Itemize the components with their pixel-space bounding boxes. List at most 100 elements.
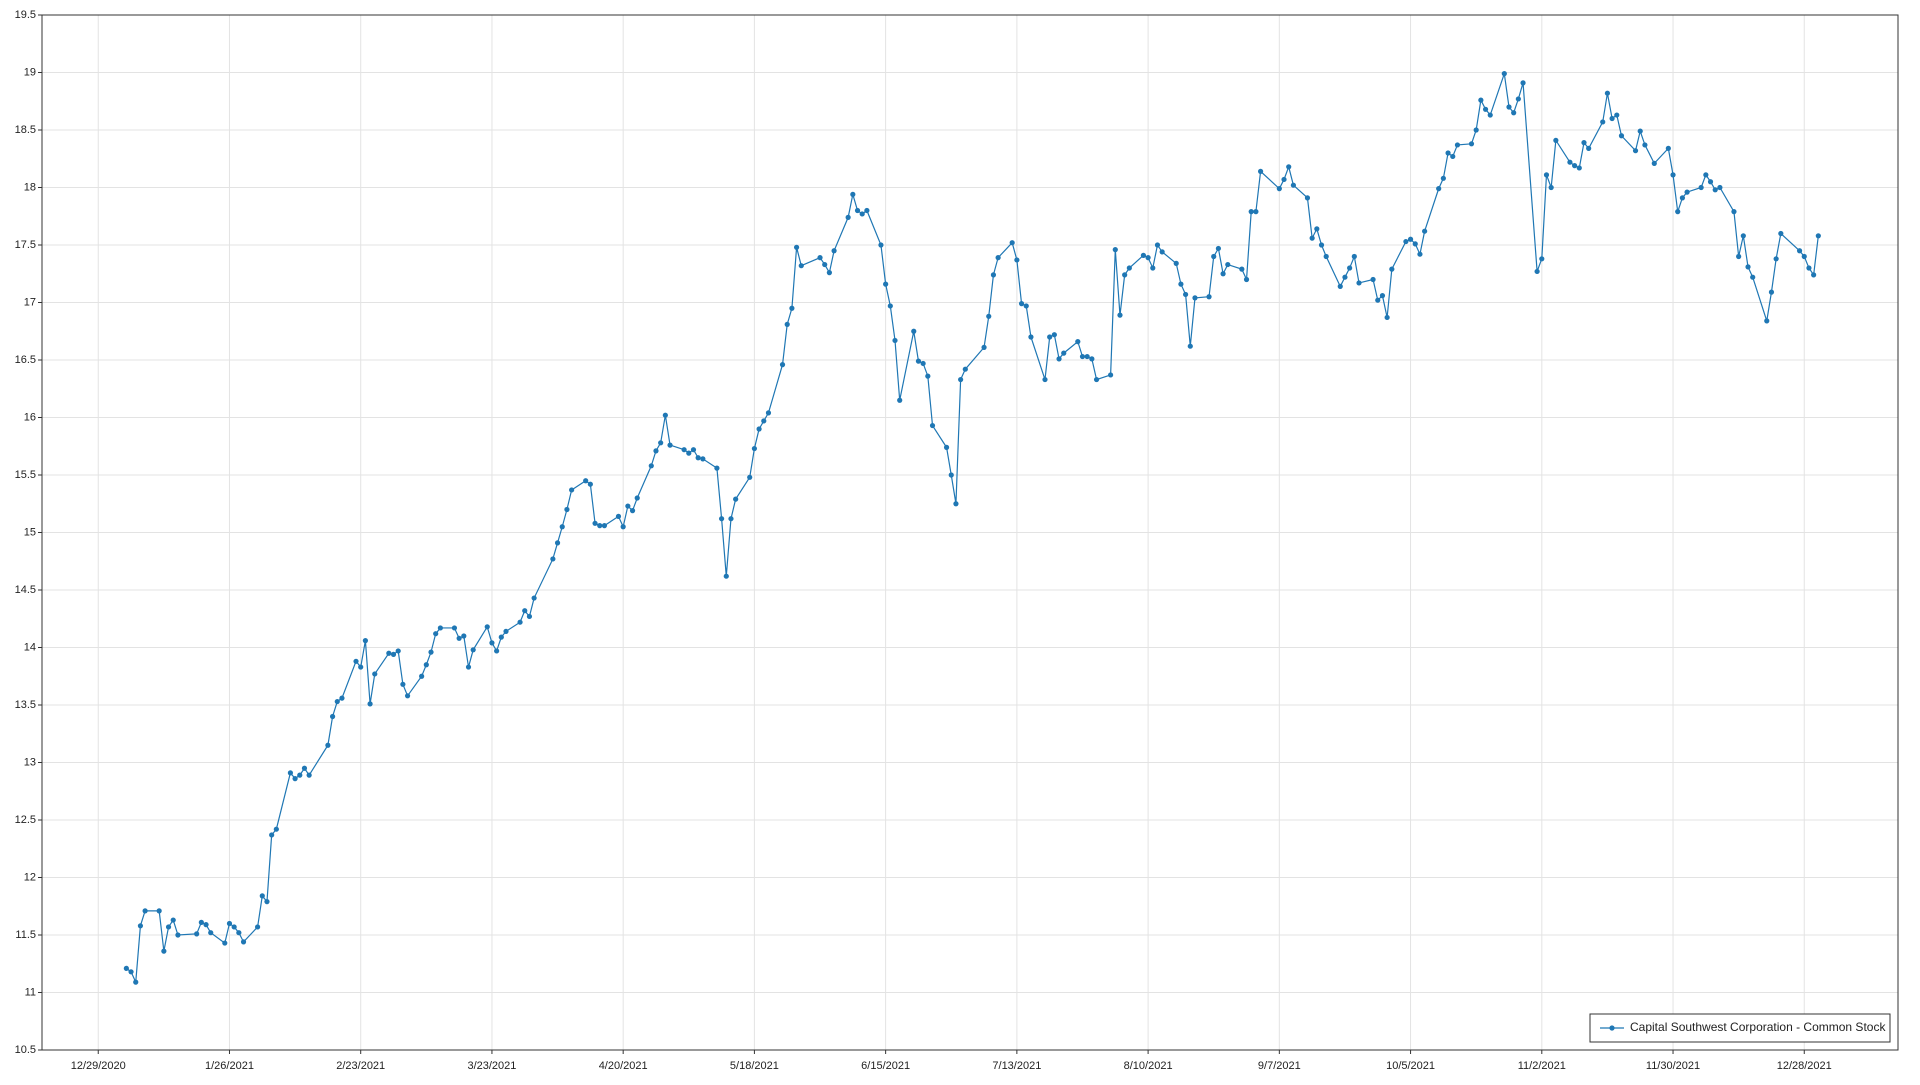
x-tick-label: 11/2/2021 <box>1518 1060 1566 1072</box>
data-point <box>756 426 762 432</box>
data-point <box>226 920 233 927</box>
data-point <box>1079 353 1086 360</box>
data-point <box>864 207 870 214</box>
data-point <box>920 360 926 367</box>
data-point <box>1384 314 1390 321</box>
y-tick-label: 12.5 <box>15 814 36 826</box>
data-point <box>878 242 884 248</box>
data-point <box>1750 274 1756 280</box>
data-point <box>470 647 476 653</box>
data-point <box>461 633 467 639</box>
data-point <box>747 474 753 480</box>
data-point <box>161 948 167 954</box>
data-point <box>137 923 144 929</box>
data-point <box>686 450 692 456</box>
data-point <box>522 608 528 614</box>
data-point <box>1407 236 1414 242</box>
data-point <box>1482 106 1489 112</box>
data-point <box>1572 163 1578 169</box>
data-point <box>981 344 987 350</box>
data-point <box>292 776 298 782</box>
data-point <box>1248 209 1254 215</box>
data-point <box>1515 96 1521 102</box>
data-point <box>1318 242 1325 248</box>
data-point <box>395 648 401 654</box>
data-point <box>592 520 598 526</box>
data-point <box>1478 97 1484 103</box>
data-point <box>1056 356 1062 362</box>
data-point <box>1014 257 1020 263</box>
data-point <box>194 931 200 937</box>
data-point <box>1337 283 1343 289</box>
data-point <box>1553 137 1559 143</box>
data-point <box>850 191 856 197</box>
x-tick-label: 7/13/2021 <box>992 1060 1041 1072</box>
data-point <box>634 495 640 501</box>
y-tick-label: 11 <box>25 986 36 998</box>
data-point <box>831 248 837 254</box>
data-point <box>156 908 162 914</box>
data-point <box>1290 182 1296 188</box>
data-point <box>404 693 411 699</box>
data-point <box>1108 372 1114 378</box>
data-point <box>826 270 832 276</box>
data-point <box>1047 334 1053 340</box>
data-point <box>1675 209 1681 215</box>
data-point <box>1604 90 1611 96</box>
data-point <box>1042 376 1048 383</box>
data-point <box>1473 127 1479 133</box>
data-point <box>1304 195 1311 201</box>
data-point <box>948 472 954 478</box>
data-point <box>986 313 992 319</box>
data-point <box>498 634 504 640</box>
data-point <box>995 255 1001 261</box>
data-point <box>1773 256 1779 262</box>
data-point <box>222 940 228 946</box>
data-point <box>1323 253 1329 260</box>
data-point <box>358 664 364 670</box>
data-point <box>887 303 893 309</box>
data-point <box>1112 247 1118 253</box>
data-point <box>1379 293 1386 299</box>
data-point <box>437 625 443 631</box>
data-point <box>1703 172 1709 178</box>
data-point <box>1684 189 1690 195</box>
data-point <box>662 412 668 418</box>
data-point <box>1187 343 1193 349</box>
data-point <box>723 573 729 579</box>
data-point <box>733 496 739 502</box>
data-point <box>367 701 373 707</box>
data-point <box>400 681 406 687</box>
data-point <box>1370 276 1376 283</box>
x-tick-label: 9/7/2021 <box>1258 1060 1301 1072</box>
data-point <box>943 444 950 450</box>
data-point <box>165 924 172 930</box>
data-point <box>990 272 997 278</box>
data-point <box>751 445 758 452</box>
data-point <box>1745 264 1751 270</box>
data-point <box>1707 179 1714 185</box>
data-point <box>1140 252 1147 258</box>
data-point <box>583 478 589 484</box>
data-point <box>1815 233 1821 239</box>
legend-marker <box>1609 1025 1615 1031</box>
data-point <box>1028 334 1034 340</box>
data-point <box>1051 332 1057 338</box>
data-point <box>784 321 790 327</box>
data-point <box>433 631 439 637</box>
data-point <box>423 662 429 668</box>
series-line <box>126 73 1819 985</box>
data-point <box>1801 253 1807 260</box>
x-tick-label: 12/28/2021 <box>1777 1060 1832 1072</box>
data-point <box>1778 230 1784 237</box>
data-point <box>1243 276 1250 283</box>
data-point <box>526 613 533 620</box>
data-point <box>625 503 631 509</box>
data-point <box>653 448 659 454</box>
data-point <box>892 337 898 344</box>
data-point <box>695 455 701 461</box>
data-point <box>1618 133 1625 139</box>
data-point <box>1126 265 1132 271</box>
data-point <box>1225 261 1231 268</box>
data-point <box>798 263 804 269</box>
